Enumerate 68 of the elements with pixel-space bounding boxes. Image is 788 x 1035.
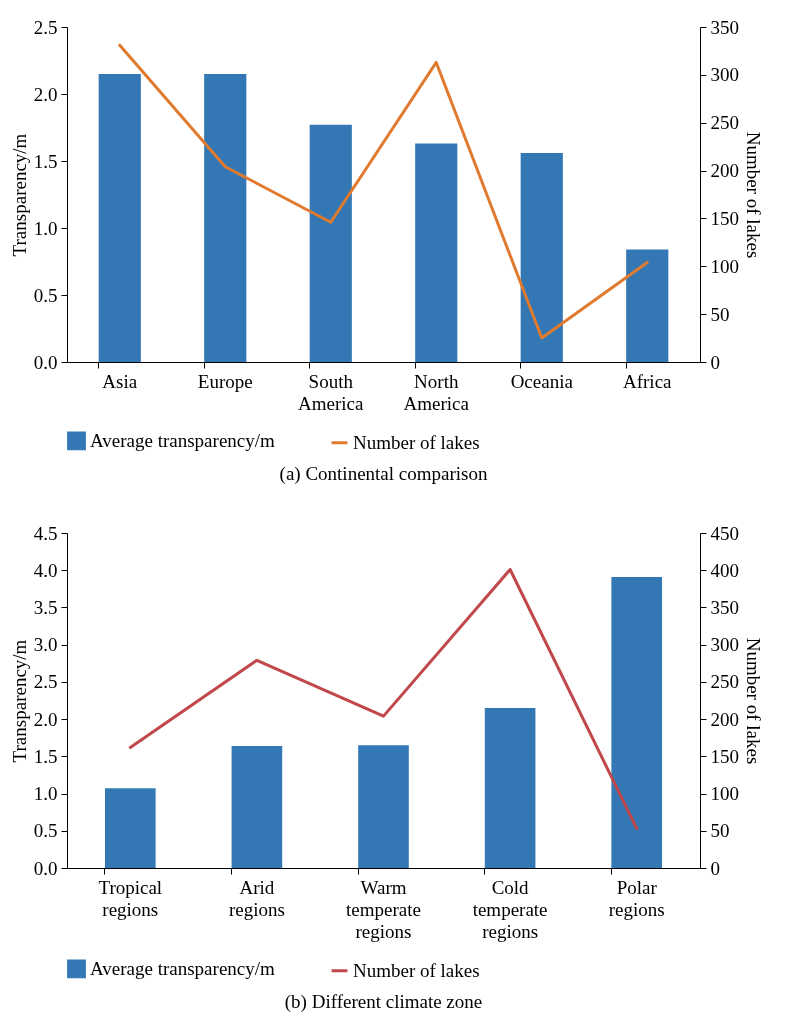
y2-tick-label: 250 — [710, 671, 739, 693]
y-tick-label: 4.0 — [33, 559, 58, 581]
y-tick-label: 4.5 — [33, 522, 58, 544]
y2-tick-label: 200 — [710, 160, 739, 182]
x-tick-label: Africa — [622, 370, 673, 392]
line-series — [128, 567, 639, 831]
bar — [611, 576, 663, 868]
y-tick-label: 1.5 — [33, 150, 58, 172]
bar — [484, 707, 536, 868]
x-tick-label: Arid regions — [228, 876, 285, 920]
y2-tick-label: 0 — [710, 857, 720, 879]
bar — [520, 152, 563, 362]
y2-tick-label: 350 — [710, 596, 739, 618]
y-tick-label: 2.5 — [33, 16, 58, 38]
y2-tick-label: 150 — [710, 745, 739, 767]
x-tick-label: Polar regions — [608, 876, 665, 920]
y-tick-label: 0.5 — [33, 820, 58, 842]
legend-label: Number of lakes — [353, 959, 480, 981]
bar — [104, 788, 156, 868]
bar — [204, 73, 247, 362]
y2-tick-label: 250 — [710, 112, 739, 134]
y2-tick-label: 350 — [710, 16, 739, 38]
y-tick-label: 1.0 — [33, 217, 58, 239]
y2-axis-title: Number of lakes — [743, 637, 764, 765]
y-tick-label: 3.0 — [33, 634, 58, 656]
legend-label: Average transparency/m — [90, 957, 276, 979]
bar — [626, 249, 669, 362]
y-tick-label: 2.5 — [33, 671, 58, 693]
y-tick-label: 0.5 — [33, 284, 58, 306]
y-tick-label: 2.0 — [33, 83, 58, 105]
y2-tick-label: 100 — [710, 255, 739, 277]
bar — [231, 745, 283, 868]
bar — [358, 745, 409, 868]
legend-label: Average transparency/m — [90, 429, 276, 451]
y-tick-label: 2.0 — [33, 708, 58, 730]
bar — [415, 143, 458, 362]
bar — [98, 73, 141, 362]
y2-tick-label: 300 — [710, 634, 739, 656]
y2-tick-label: 150 — [710, 207, 739, 229]
y2-tick-label: 50 — [710, 303, 730, 325]
y-tick-label: 0.0 — [33, 857, 58, 879]
bar — [309, 124, 352, 362]
y2-tick-label: 50 — [710, 820, 730, 842]
x-tick-label: Tropical regions — [98, 876, 163, 920]
y2-axis-title: Number of lakes — [743, 131, 764, 259]
x-tick-label: North America — [403, 370, 470, 414]
y-tick-label: 1.5 — [33, 745, 58, 767]
x-tick-label: Asia — [102, 370, 138, 392]
y2-tick-label: 300 — [710, 64, 739, 86]
y-axis-title: Transparency/m — [8, 133, 30, 257]
y2-tick-label: 450 — [710, 522, 739, 544]
y2-tick-label: 0 — [710, 351, 720, 373]
y-tick-label: 3.5 — [33, 596, 58, 618]
text: (b) Different climate zone — [284, 991, 483, 1013]
x-tick-label: Europe — [197, 370, 253, 392]
legend-label: Number of lakes — [353, 431, 480, 453]
x-tick-label: Warm temperate regions — [346, 876, 421, 942]
y-tick-label: 1.0 — [33, 783, 58, 805]
y2-tick-label: 100 — [710, 783, 739, 805]
x-tick-label: Cold temperate regions — [472, 876, 548, 942]
text: (a) Continental comparison — [279, 463, 488, 485]
y-tick-label: 0.0 — [33, 351, 58, 373]
y2-tick-label: 400 — [710, 559, 739, 581]
y-axis-title: Transparency/m — [8, 639, 30, 763]
x-tick-label: Oceania — [510, 370, 574, 392]
line-series — [118, 43, 649, 340]
x-tick-label: South America — [298, 370, 365, 414]
y2-tick-label: 200 — [710, 708, 739, 730]
